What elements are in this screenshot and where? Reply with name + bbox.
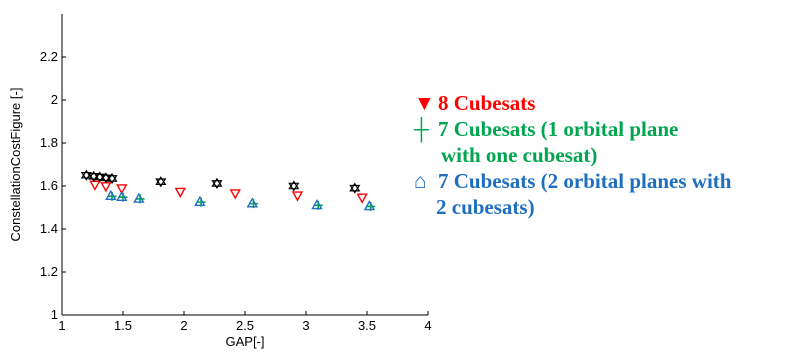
legend: ▼ 8 Cubesats ┼ 7 Cubesats (1 orbital plane… (414, 90, 731, 220)
triangle-up-point (246, 197, 259, 208)
triangle-up-point (194, 195, 206, 206)
y-axis-label: ConstellationCostFigure [-] (8, 88, 23, 242)
y-tick-label: 2 (51, 92, 58, 107)
triangle-up-point (363, 200, 376, 211)
x-tick-label: 2.5 (236, 318, 254, 333)
triangle-down-point (356, 193, 368, 204)
x-axis-label: GAP[-] (225, 334, 264, 349)
legend-label: 2 cubesats) (436, 195, 535, 219)
x-tick-label: 3 (302, 318, 309, 333)
triangle-up-point (133, 192, 145, 203)
triangle-up-icon: ⌂ (414, 169, 427, 193)
x-tick-label: 1 (58, 318, 65, 333)
hexagram-point (155, 176, 167, 188)
legend-entry-continuation: 2 cubesats) (414, 194, 731, 220)
legend-entry-continuation: with one cubesat) (414, 142, 731, 168)
x-tick-label: 2 (180, 318, 187, 333)
x-ticks: 1 1.5 2 2.5 3 3.5 4 (58, 311, 432, 333)
data-points (80, 169, 376, 211)
triangle-down-point (174, 187, 187, 198)
triangle-down-point (291, 191, 304, 202)
triangle-down-point (89, 180, 101, 191)
hexagram-point (288, 180, 300, 192)
y-tick-label: 1.2 (40, 264, 58, 279)
legend-entry-7-cubesats-2-planes: ⌂ 7 Cubesats (2 orbital planes with (414, 168, 731, 194)
legend-label: 7 Cubesats (2 orbital planes with (438, 169, 732, 193)
y-tick-label: 1.4 (40, 221, 58, 236)
y-tick-label: 1.8 (40, 135, 58, 150)
triangle-down-point (116, 184, 128, 195)
triangle-down-point (100, 182, 112, 193)
triangle-down-icon: ▼ (414, 91, 435, 115)
triangle-down-point (229, 189, 241, 200)
triangle-up-point (311, 198, 323, 210)
triangle-up-point (116, 190, 128, 202)
x-tick-label: 4 (424, 318, 431, 333)
legend-entry-7-cubesats-1-plane: ┼ 7 Cubesats (1 orbital plane (414, 116, 731, 142)
hexagram-point (106, 172, 118, 185)
y-tick-label: 1 (51, 307, 58, 322)
plus-icon: ┼ (414, 117, 429, 141)
legend-label: with one cubesat) (441, 143, 598, 167)
hexagram-point (211, 177, 223, 190)
x-tick-label: 1.5 (114, 318, 132, 333)
legend-entry-8-cubesats: ▼ 8 Cubesats (414, 90, 731, 116)
hexagram-point (349, 182, 361, 194)
x-tick-label: 3.5 (358, 318, 376, 333)
legend-label: 7 Cubesats (1 orbital plane (438, 117, 679, 141)
hexagram-point (80, 169, 92, 181)
y-tick-label: 2.2 (40, 49, 58, 64)
y-ticks: 1 1.2 1.4 1.6 1.8 2 2.2 (40, 49, 66, 322)
legend-label: 8 Cubesats (438, 91, 536, 115)
y-tick-label: 1.6 (40, 178, 58, 193)
triangle-up-point (105, 189, 117, 200)
